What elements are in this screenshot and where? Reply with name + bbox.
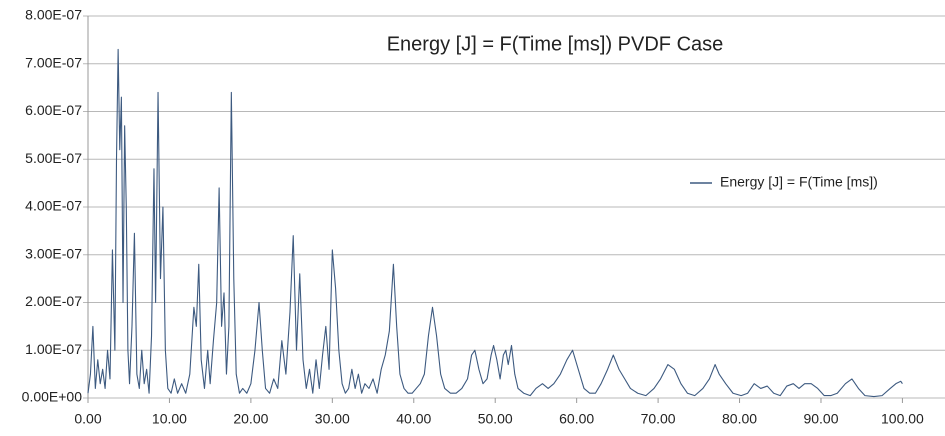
y-tick-label: 3.00E-07 xyxy=(25,245,82,261)
chart-title: Energy [J] = F(Time [ms]) PVDF Case xyxy=(387,33,724,55)
y-tick-label: 1.00E-07 xyxy=(25,341,82,357)
y-tick-label: 6.00E-07 xyxy=(25,102,82,118)
y-tick-label: 8.00E-07 xyxy=(25,7,82,23)
y-tick-label: 4.00E-07 xyxy=(25,198,82,214)
x-tick-label: 20.00 xyxy=(233,411,268,427)
x-tick-label: 70.00 xyxy=(641,411,676,427)
y-tick-label: 7.00E-07 xyxy=(25,54,82,70)
x-tick-label: 60.00 xyxy=(559,411,594,427)
legend-label: Energy [J] = F(Time [ms]) xyxy=(720,174,878,190)
x-tick-label: 40.00 xyxy=(396,411,431,427)
data-line xyxy=(87,48,903,398)
x-tick-label: 30.00 xyxy=(315,411,350,427)
x-tick-label: 0.00 xyxy=(74,411,101,427)
y-tick-label: 2.00E-07 xyxy=(25,293,82,309)
x-tick-label: 50.00 xyxy=(478,411,513,427)
x-tick-label: 90.00 xyxy=(803,411,838,427)
x-tick-label: 10.00 xyxy=(152,411,187,427)
y-tick-label: 0.00E+00 xyxy=(22,389,83,405)
x-tick-label: 80.00 xyxy=(722,411,757,427)
y-tick-label: 5.00E-07 xyxy=(25,150,82,166)
x-tick-label: 100.00 xyxy=(881,411,924,427)
